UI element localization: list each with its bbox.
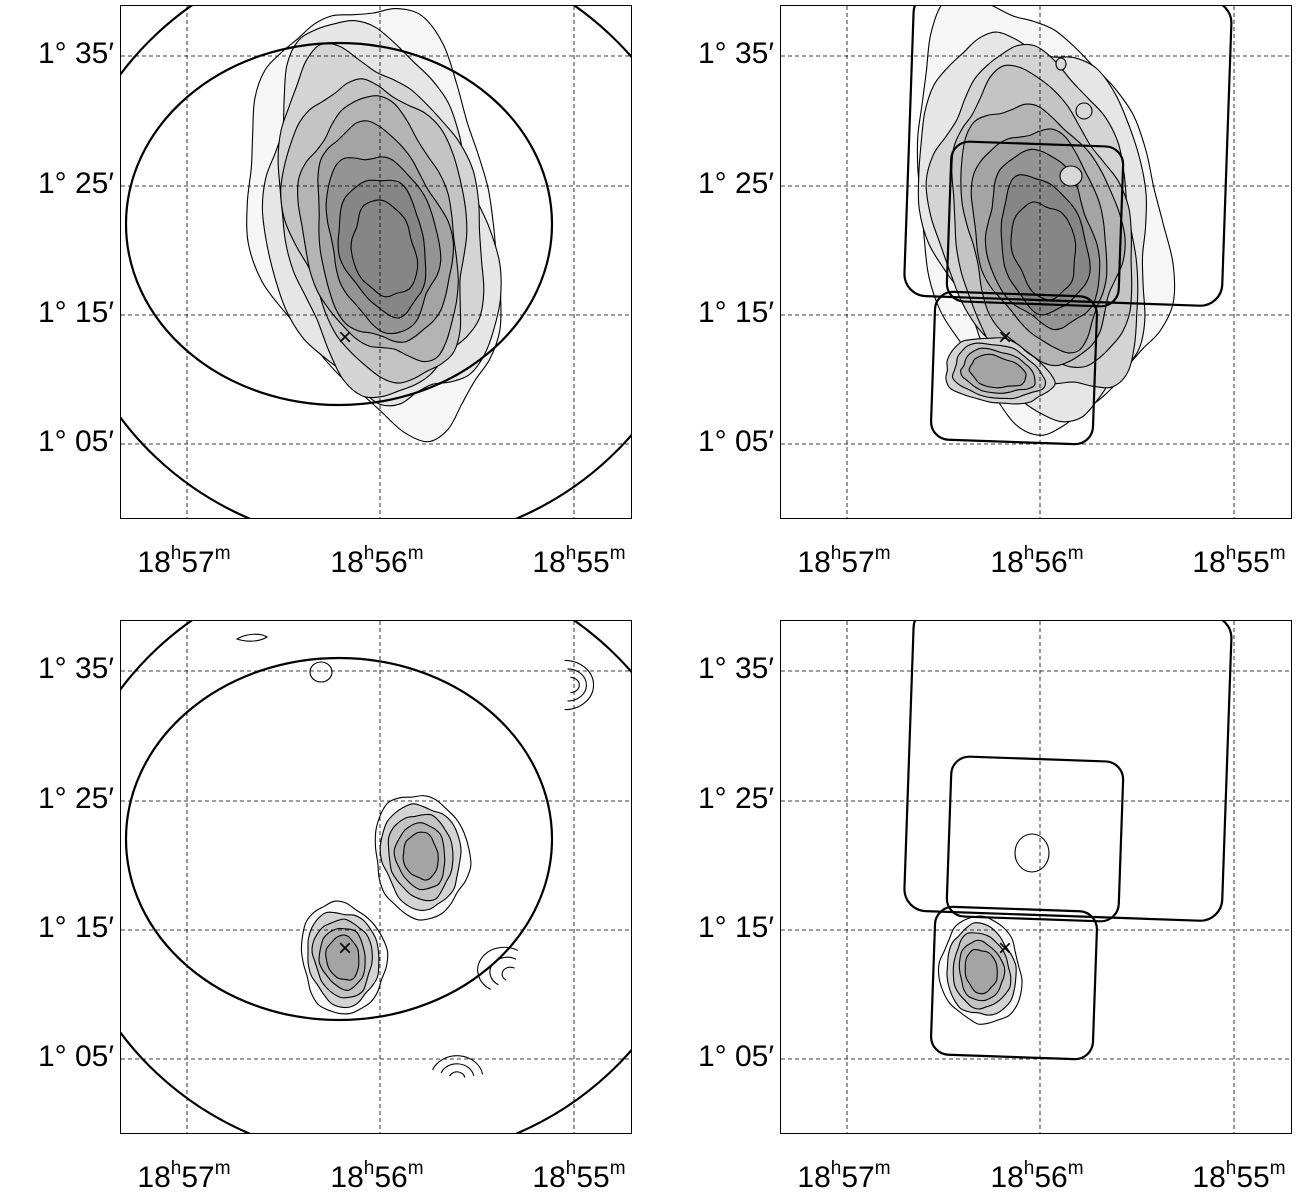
contour-blob — [309, 661, 333, 683]
dec-tick-label: 1° 15′ — [697, 911, 774, 944]
contour-map: × — [121, 621, 631, 1133]
dec-tick-label: 1° 05′ — [697, 425, 774, 458]
contour-arc — [477, 946, 519, 990]
ra-tick-label: 18h56m — [330, 1158, 424, 1194]
footprint-circle — [121, 621, 631, 1133]
ra-tick-label: 18h56m — [990, 1158, 1084, 1194]
ra-tick-label: 18h57m — [797, 1158, 891, 1194]
contour-knot — [1059, 165, 1083, 187]
plot-frame: × — [780, 5, 1292, 519]
contour-arc — [501, 966, 515, 981]
footprint-circle — [124, 41, 554, 407]
plot-frame: × — [120, 620, 632, 1134]
ra-tick-label: 18h57m — [137, 543, 231, 579]
contour-arc — [570, 676, 580, 694]
footprint-square — [945, 755, 1125, 923]
contour-arc — [440, 1063, 475, 1077]
ra-tick-label: 18h57m — [797, 543, 891, 579]
source-marker: × — [998, 324, 1012, 351]
contour-arc — [567, 668, 587, 702]
contour-level — [325, 934, 360, 981]
footprint-square — [929, 905, 1099, 1061]
footprint-square — [929, 290, 1099, 446]
ra-tick-label: 18h55m — [1192, 1158, 1286, 1194]
dec-tick-label: 1° 25′ — [697, 167, 774, 200]
ra-tick-label: 18h56m — [990, 543, 1084, 579]
ra-tick-label: 18h55m — [532, 1158, 626, 1194]
dec-tick-label: 1° 35′ — [37, 652, 114, 685]
contour-arc — [432, 1055, 484, 1075]
source-marker: × — [998, 935, 1012, 962]
plot-frame: × — [780, 620, 1292, 1134]
source-marker: × — [338, 935, 352, 962]
contour-arc — [449, 1071, 466, 1078]
contour-map: × — [781, 621, 1291, 1133]
contour-level — [402, 831, 439, 881]
footprint-square — [903, 621, 1233, 922]
footprint-circle — [124, 656, 554, 1022]
contour-level — [968, 353, 1027, 389]
ra-tick-label: 18h55m — [1192, 543, 1286, 579]
dec-tick-label: 1° 05′ — [37, 425, 114, 458]
source-marker: × — [338, 324, 352, 351]
dec-tick-label: 1° 35′ — [697, 652, 774, 685]
dec-tick-label: 1° 35′ — [697, 37, 774, 70]
dec-tick-label: 1° 35′ — [37, 37, 114, 70]
footprint-square — [945, 140, 1125, 308]
ra-tick-label: 18h55m — [532, 543, 626, 579]
dec-tick-label: 1° 05′ — [697, 1040, 774, 1073]
contour-knot — [1055, 57, 1067, 71]
contour-blob — [1014, 833, 1050, 873]
plot-frame: × — [120, 5, 632, 519]
dec-tick-label: 1° 15′ — [37, 911, 114, 944]
dec-tick-label: 1° 15′ — [37, 296, 114, 329]
dec-tick-label: 1° 25′ — [37, 782, 114, 815]
contour-level — [350, 199, 419, 298]
contour-map: × — [781, 6, 1291, 518]
dec-tick-label: 1° 25′ — [697, 782, 774, 815]
contour-blob — [235, 633, 268, 642]
ra-tick-label: 18h57m — [137, 1158, 231, 1194]
dec-tick-label: 1° 15′ — [697, 296, 774, 329]
contour-map: × — [121, 6, 631, 518]
dec-tick-label: 1° 25′ — [37, 167, 114, 200]
contour-knot — [1075, 102, 1093, 120]
ra-tick-label: 18h56m — [330, 543, 424, 579]
contour-arc — [564, 659, 595, 711]
dec-tick-label: 1° 05′ — [37, 1040, 114, 1073]
contour-level — [964, 948, 998, 995]
contour-level — [1010, 201, 1077, 301]
footprint-square — [903, 6, 1233, 307]
